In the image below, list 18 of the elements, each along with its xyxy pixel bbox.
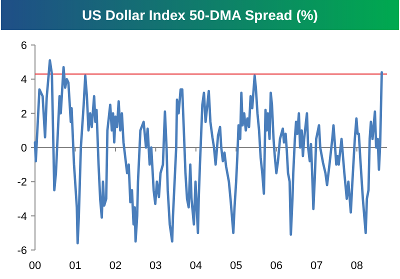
x-tick-label: 07 [310, 260, 323, 272]
x-tick-label: 00 [28, 260, 42, 272]
x-tick-label: 05 [230, 260, 242, 272]
y-tick-label: -4 [17, 210, 27, 223]
x-tick-label: 02 [109, 260, 122, 272]
x-tick-label: 08 [350, 260, 363, 272]
line-series [34, 59, 383, 244]
y-tick-label: 6 [20, 40, 27, 52]
y-tick-label: -6 [17, 245, 27, 257]
y-tick-label: -2 [17, 176, 27, 189]
y-tick-label: 0 [20, 142, 27, 154]
y-tick-label: 4 [20, 74, 27, 86]
chart-title: US Dollar Index 50-DMA Spread (%) [82, 7, 318, 23]
x-tick-label: 01 [69, 260, 82, 272]
x-tick-label: 03 [150, 260, 162, 272]
y-tick-label: 2 [20, 108, 27, 120]
x-tick-label: 04 [190, 260, 202, 272]
x-tick-label: 06 [270, 260, 282, 272]
